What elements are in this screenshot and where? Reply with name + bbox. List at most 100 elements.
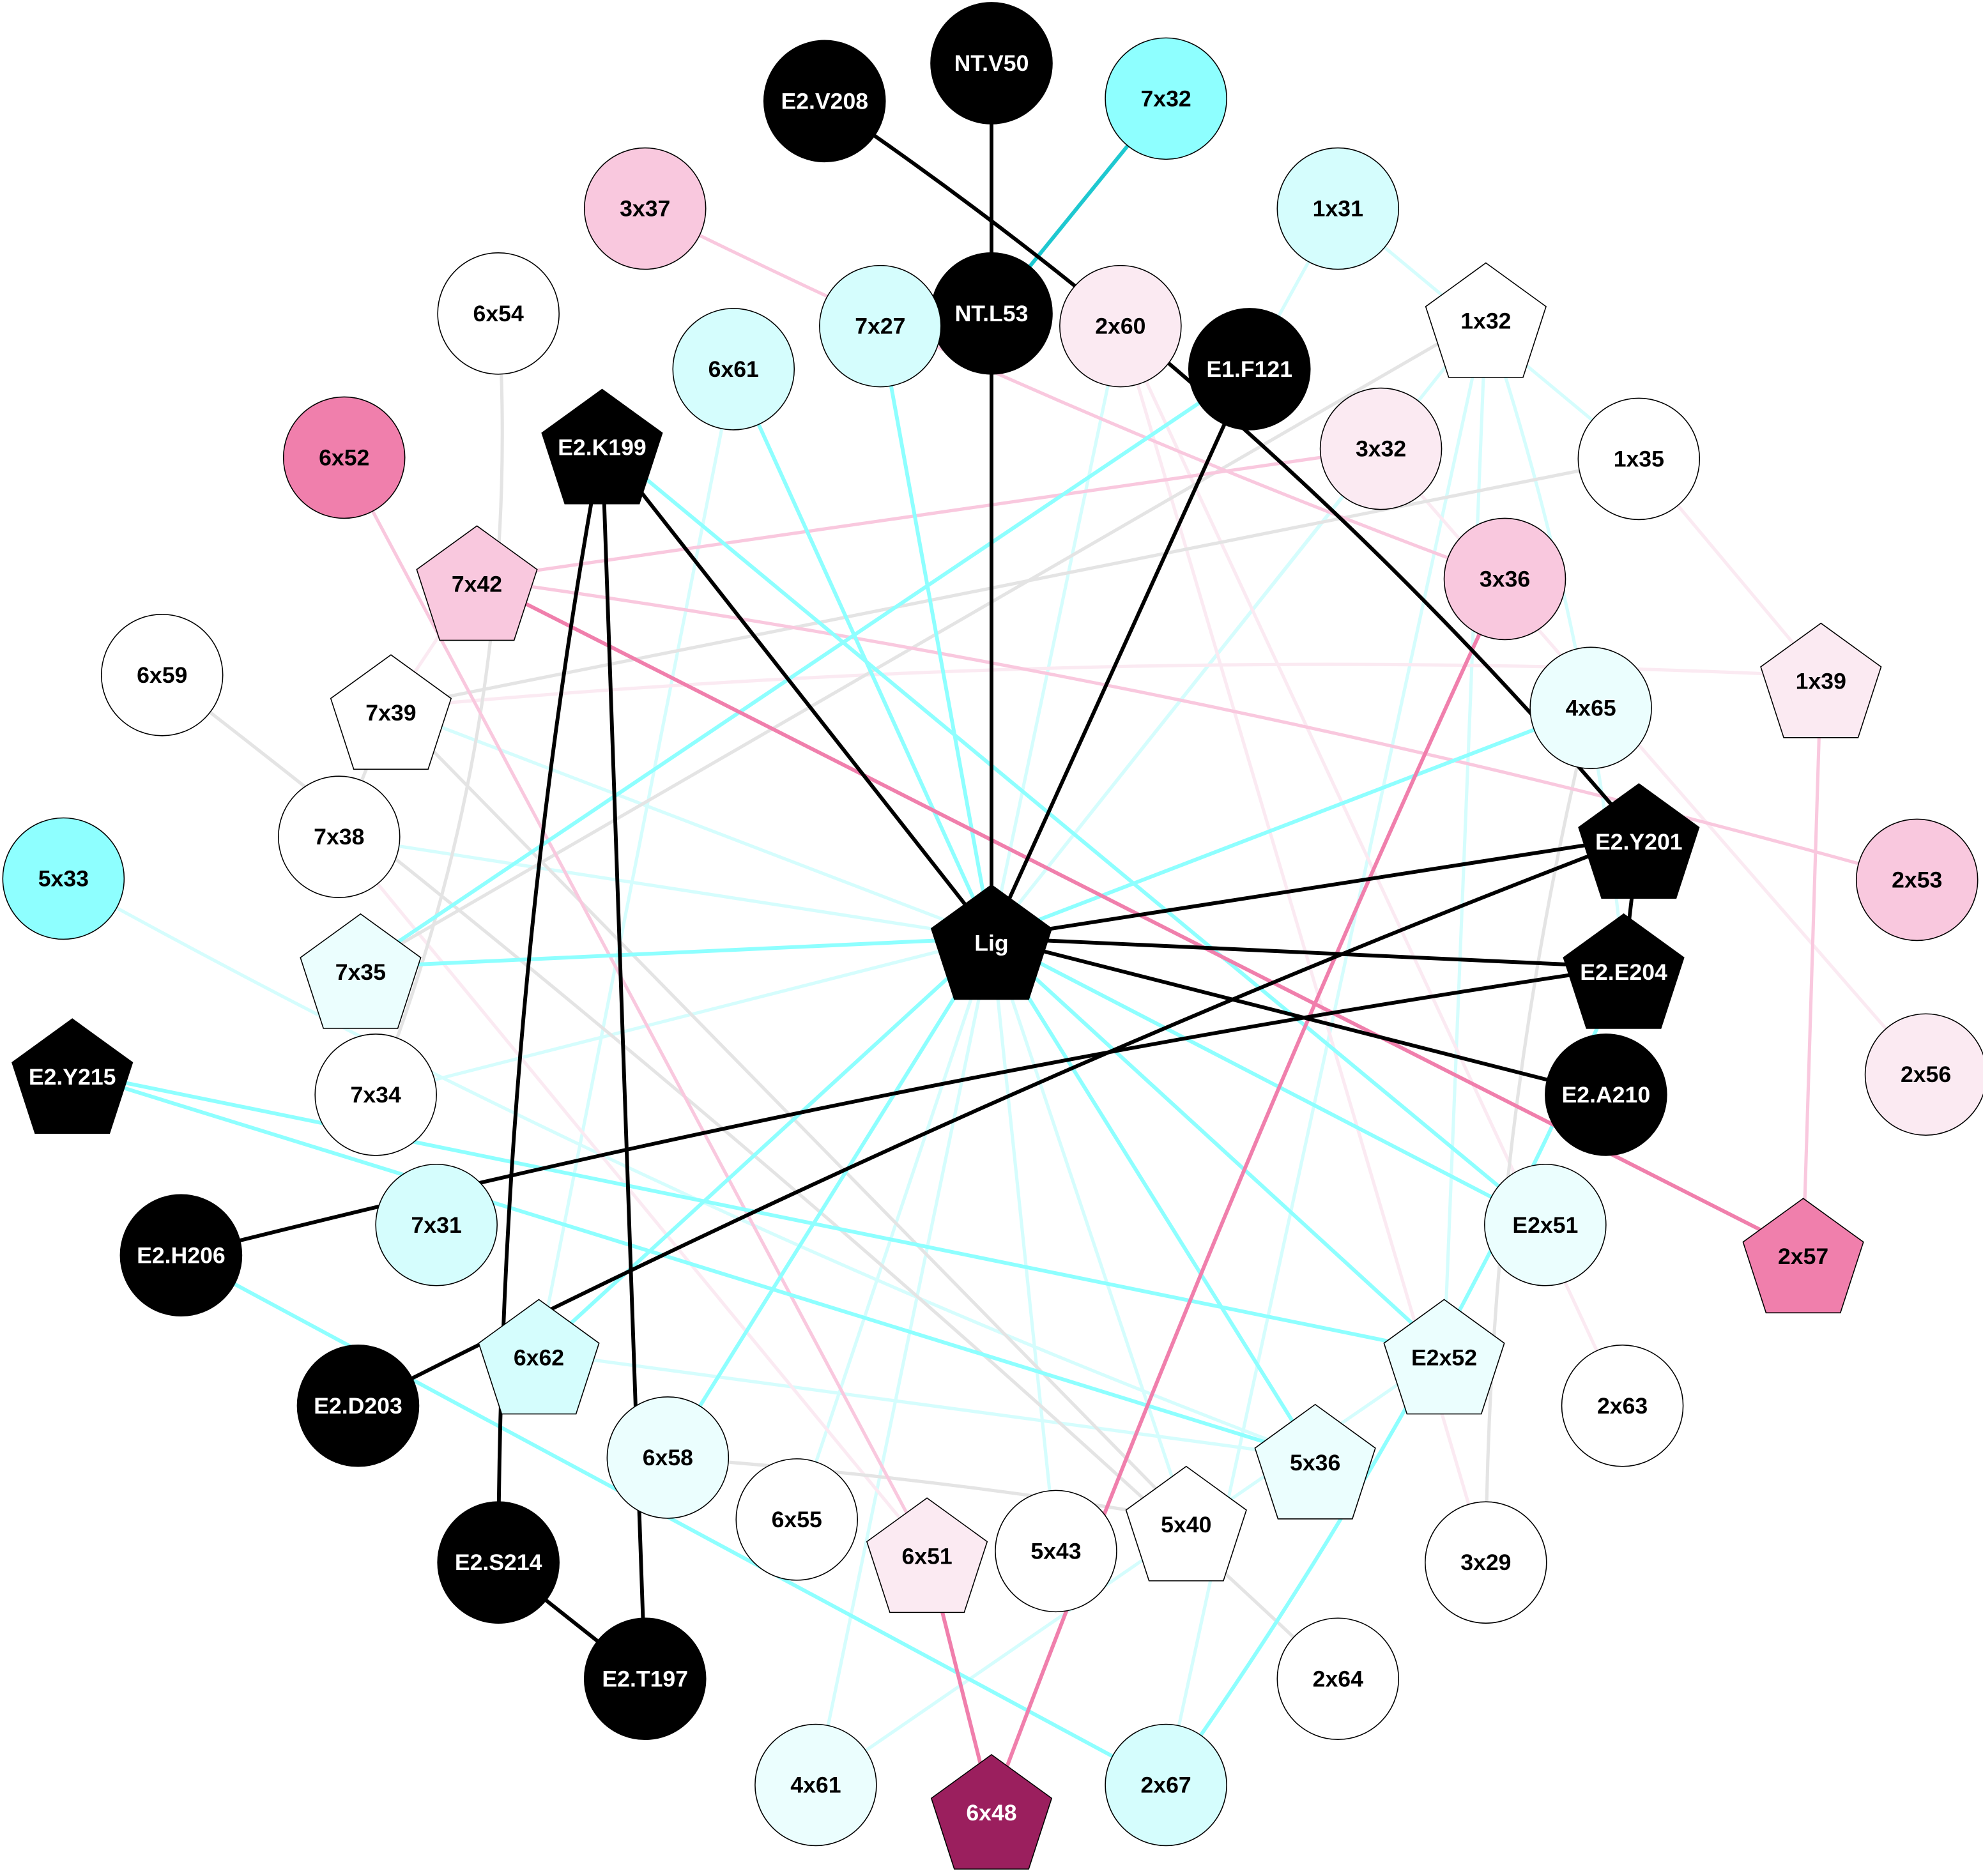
node-7x31[interactable]: 7x31 xyxy=(375,1163,498,1286)
node-label: E2.K199 xyxy=(558,435,647,461)
edge-E1.F121-Lig xyxy=(990,368,1252,939)
node-E2.S214[interactable]: E2.S214 xyxy=(437,1501,560,1624)
node-6x62[interactable]: 6x62 xyxy=(478,1299,600,1415)
node-E2x51[interactable]: E2x51 xyxy=(1484,1163,1607,1286)
node-1x35[interactable]: 1x35 xyxy=(1577,397,1701,521)
circle-shape xyxy=(1059,264,1182,388)
node-6x58[interactable]: 6x58 xyxy=(606,1396,730,1519)
node-E2x52[interactable]: E2x52 xyxy=(1383,1299,1505,1415)
node-NT.V50[interactable]: NT.V50 xyxy=(930,2,1053,125)
node-6x48[interactable]: 6x48 xyxy=(930,1754,1053,1870)
circle-shape xyxy=(1188,308,1311,431)
node-NT.L53[interactable]: NT.L53 xyxy=(930,252,1053,375)
edge-Lig-4x61 xyxy=(814,937,993,1786)
node-label: 6x61 xyxy=(708,356,759,382)
edge-6x52-6x51 xyxy=(342,457,929,1552)
node-E2.T197[interactable]: E2.T197 xyxy=(583,1617,707,1741)
circle-shape xyxy=(1276,147,1400,270)
node-2x63[interactable]: 2x63 xyxy=(1561,1344,1684,1467)
node-2x67[interactable]: 2x67 xyxy=(1105,1723,1227,1847)
node-7x34[interactable]: 7x34 xyxy=(314,1033,437,1156)
circle-shape xyxy=(1276,1617,1400,1741)
circle-shape xyxy=(1545,1033,1667,1156)
pentagon-shape xyxy=(930,884,1053,1000)
node-3x29[interactable]: 3x29 xyxy=(1425,1501,1547,1624)
node-label: 6x58 xyxy=(643,1445,693,1470)
circle-shape xyxy=(1319,387,1443,510)
node-3x37[interactable]: 3x37 xyxy=(583,147,707,270)
node-label: E2.Y201 xyxy=(1595,829,1683,855)
node-2x60[interactable]: 2x60 xyxy=(1059,264,1182,388)
node-label: 6x55 xyxy=(772,1507,822,1532)
pentagon-shape xyxy=(1760,622,1882,738)
pentagon-shape xyxy=(478,1299,600,1415)
node-4x61[interactable]: 4x61 xyxy=(754,1723,877,1847)
node-label: 4x61 xyxy=(790,1773,841,1798)
circle-shape xyxy=(606,1396,730,1519)
node-4x65[interactable]: 4x65 xyxy=(1529,646,1652,770)
node-6x55[interactable]: 6x55 xyxy=(735,1458,859,1581)
pentagon-shape xyxy=(11,1018,134,1134)
node-7x27[interactable]: 7x27 xyxy=(819,264,942,388)
node-6x54[interactable]: 6x54 xyxy=(437,252,560,375)
node-7x38[interactable]: 7x38 xyxy=(277,775,401,898)
pentagon-shape xyxy=(866,1497,988,1613)
node-label: 1x32 xyxy=(1460,309,1511,334)
edge-Lig-E2.Y201 xyxy=(991,835,1639,940)
node-2x64[interactable]: 2x64 xyxy=(1276,1617,1400,1741)
node-E2.H206[interactable]: E2.H206 xyxy=(119,1194,243,1317)
circle-shape xyxy=(282,396,406,519)
node-label: E2.E204 xyxy=(1580,959,1667,985)
node-5x40[interactable]: 5x40 xyxy=(1125,1465,1247,1582)
edge-1x32-7x35 xyxy=(360,314,1487,969)
node-E2.D203[interactable]: E2.D203 xyxy=(296,1344,420,1467)
node-7x42[interactable]: 7x42 xyxy=(416,525,538,641)
edge-1x35-7x39 xyxy=(390,457,1639,710)
pentagon-shape xyxy=(1254,1403,1376,1520)
node-2x53[interactable]: 2x53 xyxy=(1855,818,1979,942)
node-2x57[interactable]: 2x57 xyxy=(1742,1198,1864,1314)
node-6x52[interactable]: 6x52 xyxy=(282,396,406,519)
circle-shape xyxy=(735,1458,859,1581)
node-5x43[interactable]: 5x43 xyxy=(995,1490,1117,1613)
edge-Lig-6x61 xyxy=(731,368,993,939)
node-label: E2.A210 xyxy=(1562,1082,1651,1108)
node-6x61[interactable]: 6x61 xyxy=(672,308,795,431)
edge-Lig-E2.E204 xyxy=(991,936,1624,969)
node-label: 4x65 xyxy=(1565,695,1616,721)
pentagon-shape xyxy=(930,1754,1053,1870)
node-E2.Y215[interactable]: E2.Y215 xyxy=(11,1018,134,1134)
node-1x39[interactable]: 1x39 xyxy=(1760,622,1882,738)
node-label: 2x64 xyxy=(1313,1666,1363,1691)
node-3x32[interactable]: 3x32 xyxy=(1319,387,1443,510)
node-E2.V208[interactable]: E2.V208 xyxy=(763,40,886,163)
node-E2.K199[interactable]: E2.K199 xyxy=(541,388,663,505)
node-6x59[interactable]: 6x59 xyxy=(100,614,224,736)
node-5x33[interactable]: 5x33 xyxy=(2,817,125,940)
node-label: 7x42 xyxy=(452,571,502,597)
node-1x32[interactable]: 1x32 xyxy=(1425,262,1547,378)
node-2x56[interactable]: 2x56 xyxy=(1864,1013,1983,1136)
node-E2.E204[interactable]: E2.E204 xyxy=(1563,913,1685,1029)
edge-Lig-7x38 xyxy=(339,835,992,940)
node-label: E2.D203 xyxy=(314,1393,402,1419)
circle-shape xyxy=(995,1490,1117,1613)
node-E2.A210[interactable]: E2.A210 xyxy=(1545,1033,1667,1156)
node-label: 5x33 xyxy=(38,866,89,891)
node-label: NT.L53 xyxy=(955,301,1029,326)
node-7x35[interactable]: 7x35 xyxy=(300,913,422,1029)
edge-Lig-6x62 xyxy=(537,936,993,1354)
circle-shape xyxy=(2,817,125,940)
edge-Lig-E2x52 xyxy=(990,936,1446,1354)
node-Lig[interactable]: Lig xyxy=(930,884,1053,1000)
node-3x36[interactable]: 3x36 xyxy=(1443,517,1566,641)
node-7x39[interactable]: 7x39 xyxy=(330,654,452,770)
node-6x51[interactable]: 6x51 xyxy=(866,1497,988,1613)
node-1x31[interactable]: 1x31 xyxy=(1276,147,1400,270)
node-7x32[interactable]: 7x32 xyxy=(1105,37,1227,160)
node-E2.Y201[interactable]: E2.Y201 xyxy=(1578,783,1700,899)
node-E1.F121[interactable]: E1.F121 xyxy=(1188,308,1311,431)
edge-E1.F121-7x35 xyxy=(359,367,1251,969)
node-5x36[interactable]: 5x36 xyxy=(1254,1403,1376,1520)
